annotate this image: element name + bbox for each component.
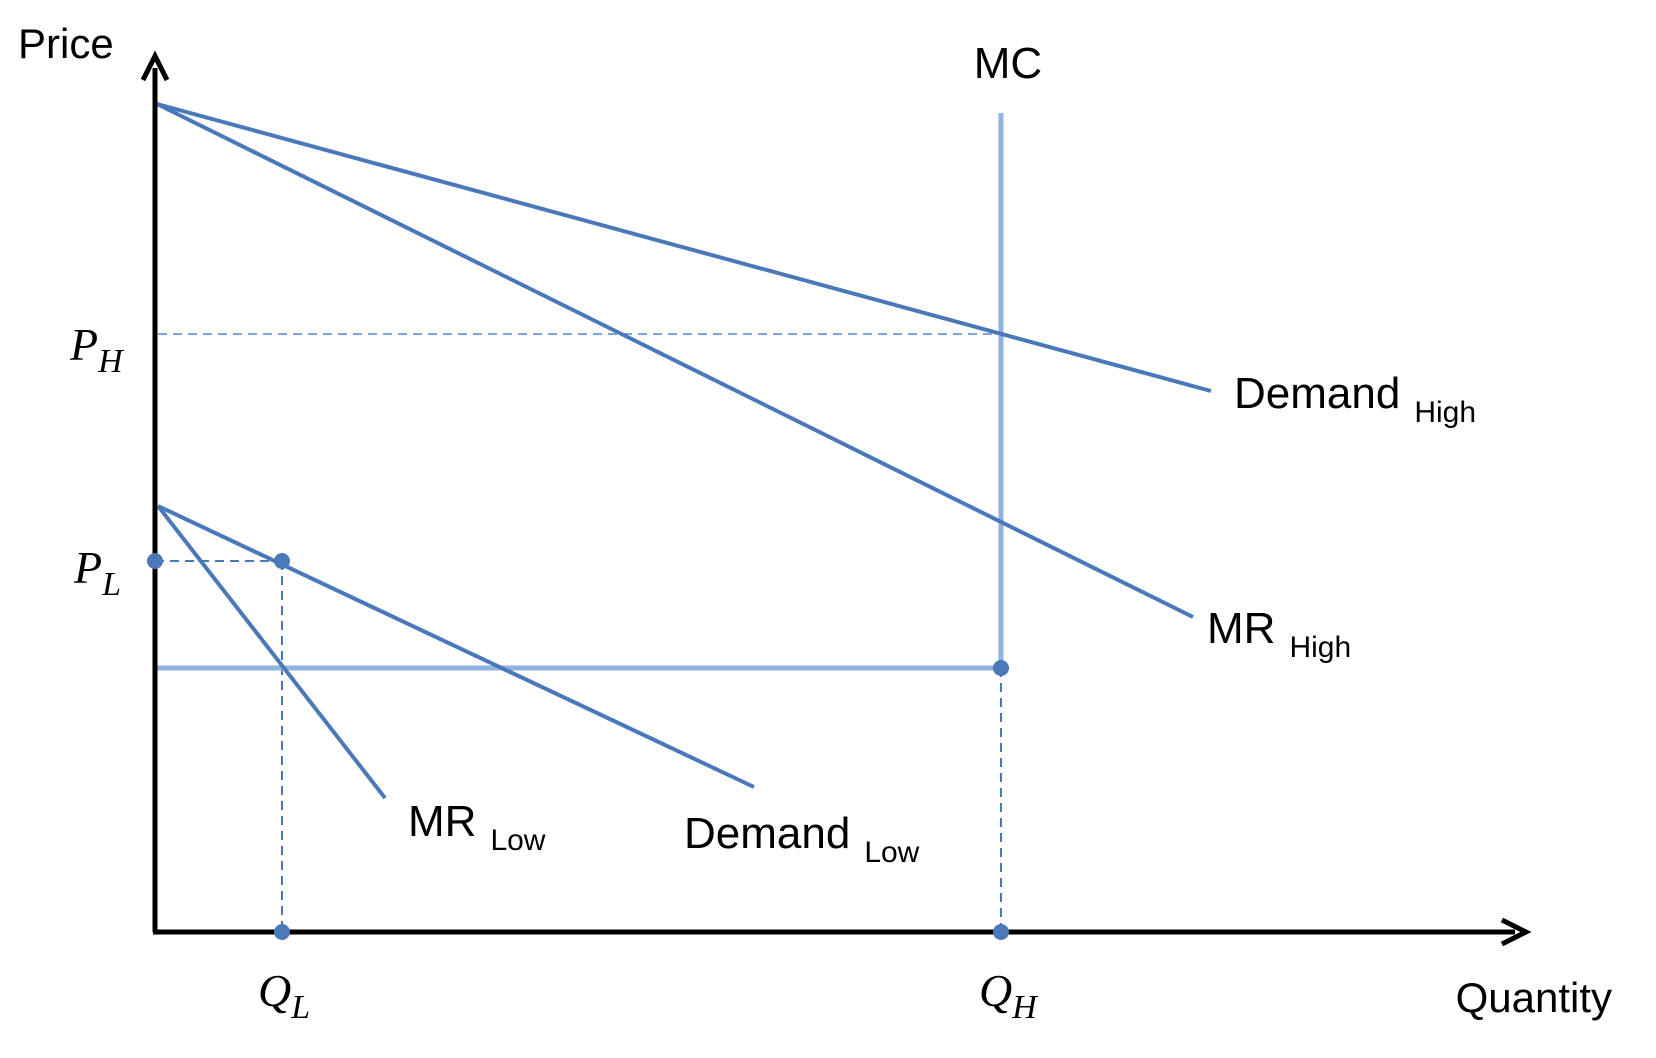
mc-kink-point xyxy=(993,660,1009,676)
qh-point xyxy=(993,924,1009,940)
pl-point xyxy=(147,553,163,569)
ql-point xyxy=(274,924,290,940)
quantity-high-label: QH xyxy=(979,965,1039,1026)
price-low-sub: L xyxy=(101,566,121,603)
quantity-high-main: Q xyxy=(979,965,1012,1016)
demand-low-main: Demand xyxy=(684,809,850,858)
quantity-high-sub: H xyxy=(1011,989,1039,1026)
mr-high-main: MR xyxy=(1207,604,1275,653)
demand-low-curve xyxy=(157,504,755,789)
mr-high-curve xyxy=(156,102,1194,619)
demand-high-label: Demand High xyxy=(1234,369,1476,429)
price-high-main: P xyxy=(69,319,98,370)
y-axis-label: Price xyxy=(18,20,114,67)
x-axis-arrowhead xyxy=(1500,917,1532,947)
mr-low-label: MR Low xyxy=(408,797,546,857)
mr-low-curve xyxy=(156,504,387,800)
mr-low-sub: Low xyxy=(490,824,545,857)
mr-low-main: MR xyxy=(408,797,476,846)
mr-high-sub: High xyxy=(1289,631,1351,664)
quantity-low-label: QL xyxy=(258,965,310,1026)
mc-label: MC xyxy=(974,39,1042,88)
demand-low-sub: Low xyxy=(864,836,919,869)
demand-high-main: Demand xyxy=(1234,369,1400,418)
demand-high-sub: High xyxy=(1414,396,1476,429)
demand-low-point xyxy=(274,553,290,569)
mr-high-label: MR High xyxy=(1207,604,1351,664)
demand-low-label: Demand Low xyxy=(684,809,920,869)
price-low-main: P xyxy=(73,542,102,593)
quantity-low-sub: L xyxy=(290,989,310,1026)
x-axis-label: Quantity xyxy=(1456,974,1612,1021)
y-axis-arrowhead xyxy=(140,50,170,82)
price-low-label: PL xyxy=(73,542,121,603)
quantity-low-main: Q xyxy=(258,965,291,1016)
price-high-label: PH xyxy=(69,319,125,380)
demand-high-curve xyxy=(156,102,1212,393)
price-high-sub: H xyxy=(97,343,125,380)
